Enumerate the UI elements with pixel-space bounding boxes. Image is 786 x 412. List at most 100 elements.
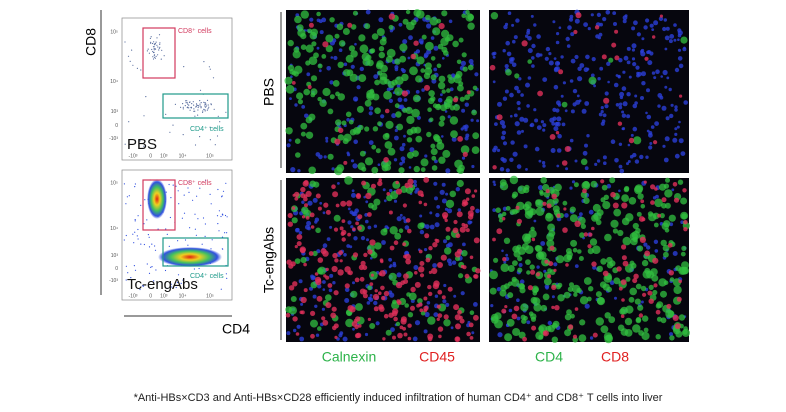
- cell-signal: [322, 319, 329, 326]
- cell-signal: [590, 13, 594, 17]
- cell-signal: [300, 122, 308, 130]
- cell-signal: [365, 219, 369, 224]
- cell-signal: [449, 116, 459, 125]
- cell-signal: [407, 323, 412, 328]
- cell-signal: [317, 257, 324, 263]
- cell-signal: [325, 136, 329, 140]
- cell-signal: [537, 90, 543, 97]
- cell-signal: [441, 29, 450, 38]
- cell-signal: [462, 151, 468, 157]
- event-dot: [165, 113, 167, 115]
- event-dot: [212, 77, 215, 79]
- cell-signal: [436, 142, 445, 150]
- cell-signal: [535, 199, 541, 206]
- cell-signal: [289, 97, 292, 100]
- cell-signal: [600, 325, 609, 334]
- cell-signal: [577, 66, 582, 72]
- cell-signal: [547, 324, 555, 333]
- cell-signal: [502, 158, 507, 163]
- cell-signal: [520, 314, 526, 320]
- event-dot: [175, 286, 177, 289]
- cell-signal: [629, 154, 634, 159]
- cell-signal: [427, 316, 436, 325]
- cell-signal: [459, 226, 466, 233]
- cell-signal: [309, 31, 318, 40]
- cell-signal: [461, 201, 467, 207]
- cell-signal: [591, 261, 597, 267]
- cell-signal: [396, 216, 402, 222]
- cell-signal: [447, 74, 452, 79]
- cell-signal: [353, 236, 358, 241]
- cell-signal: [346, 118, 350, 122]
- cell-signal: [344, 176, 353, 185]
- cell-signal: [303, 288, 308, 293]
- event-dot: [197, 114, 199, 116]
- cell-signal: [460, 291, 465, 296]
- cell-signal: [332, 80, 340, 87]
- cell-signal: [678, 138, 684, 144]
- cell-signal: [346, 151, 350, 155]
- event-dot: [193, 268, 195, 270]
- cell-signal: [555, 131, 560, 135]
- cell-signal: [446, 88, 451, 93]
- cell-signal: [384, 141, 393, 149]
- x-tick-label: 0: [149, 293, 152, 299]
- cell-signal: [467, 210, 474, 217]
- cell-signal: [618, 286, 623, 291]
- cell-signal: [284, 76, 293, 85]
- cell-signal: [366, 301, 371, 305]
- cell-signal: [402, 203, 407, 208]
- cell-signal: [622, 260, 629, 267]
- event-dot: [211, 239, 213, 241]
- cell-signal: [634, 101, 638, 105]
- cell-signal: [566, 309, 572, 316]
- cell-signal: [373, 224, 378, 228]
- cell-signal: [441, 89, 446, 94]
- cell-signal: [606, 61, 611, 66]
- cell-signal: [418, 200, 423, 205]
- cell-signal: [306, 72, 311, 77]
- cell-signal: [512, 39, 516, 44]
- cell-signal: [680, 251, 686, 257]
- cell-signal: [329, 225, 333, 229]
- cell-signal: [444, 218, 448, 223]
- cell-signal: [618, 189, 621, 193]
- cell-signal: [354, 277, 360, 283]
- event-dot: [158, 34, 161, 36]
- event-dot: [225, 182, 227, 184]
- cell-signal: [602, 17, 607, 22]
- cell-signal: [501, 124, 506, 129]
- cell-signal: [547, 268, 552, 273]
- cell-signal: [407, 336, 412, 341]
- cell-signal: [528, 229, 537, 238]
- cell-signal: [390, 327, 395, 332]
- cell-signal: [551, 121, 556, 126]
- cell-signal: [515, 18, 520, 23]
- cell-signal: [525, 82, 530, 88]
- cell-signal: [453, 104, 460, 111]
- cell-signal: [672, 182, 678, 187]
- cell-signal: [596, 209, 604, 217]
- cell-signal: [600, 106, 604, 110]
- cell-signal: [524, 201, 532, 209]
- cell-signal: [421, 88, 425, 92]
- cell-signal: [449, 87, 454, 92]
- cell-signal: [304, 203, 308, 208]
- cell-signal: [432, 27, 441, 36]
- cell-signal: [303, 180, 309, 185]
- cell-signal: [332, 325, 337, 331]
- cell-signal: [321, 307, 325, 311]
- cell-signal: [497, 332, 503, 338]
- cell-signal: [325, 139, 329, 143]
- cd8-gate: [142, 179, 176, 231]
- cell-signal: [547, 320, 552, 326]
- cell-signal: [456, 59, 462, 65]
- cell-signal: [576, 94, 580, 98]
- cell-signal: [393, 199, 398, 203]
- cell-signal: [655, 334, 661, 340]
- event-dot: [208, 106, 210, 108]
- cell-signal: [543, 277, 552, 286]
- cell-signal: [460, 127, 464, 131]
- cell-signal: [388, 312, 394, 318]
- cell-signal: [502, 141, 508, 146]
